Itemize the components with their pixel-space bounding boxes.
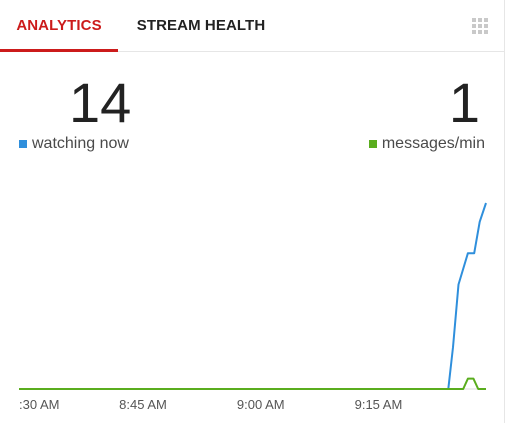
series-line-watching-now bbox=[19, 202, 487, 390]
x-tick-label: :30 AM bbox=[19, 397, 59, 412]
activity-chart: :30 AM 8:45 AM 9:00 AM 9:15 AM bbox=[19, 202, 487, 412]
x-tick-label: 9:00 AM bbox=[237, 397, 285, 412]
legend-watching-now: watching now bbox=[19, 135, 129, 153]
messages-per-min-swatch bbox=[368, 140, 377, 148]
grid-icon[interactable] bbox=[472, 18, 488, 34]
messages-per-min-count: 1 bbox=[448, 71, 480, 134]
legend-messages-per-min: messages/min bbox=[368, 135, 485, 153]
tab-stream-health[interactable]: STREAM HEALTH bbox=[124, 0, 278, 51]
watching-now-count: 14 bbox=[69, 71, 132, 134]
x-tick-label: 9:15 AM bbox=[355, 397, 403, 412]
tab-stream-health-label: STREAM HEALTH bbox=[136, 17, 266, 34]
messages-per-min-label: messages/min bbox=[381, 135, 485, 152]
watching-now-label: watching now bbox=[32, 135, 129, 152]
active-tab-indicator bbox=[0, 49, 118, 52]
x-tick-label: 8:45 AM bbox=[119, 397, 167, 412]
tab-analytics[interactable]: ANALYTICS bbox=[0, 0, 118, 52]
watching-now-swatch bbox=[19, 140, 27, 148]
tab-analytics-label: ANALYTICS bbox=[16, 17, 102, 34]
series-line-messages-per-min bbox=[19, 377, 486, 390]
tab-bar: ANALYTICS STREAM HEALTH bbox=[0, 0, 505, 52]
